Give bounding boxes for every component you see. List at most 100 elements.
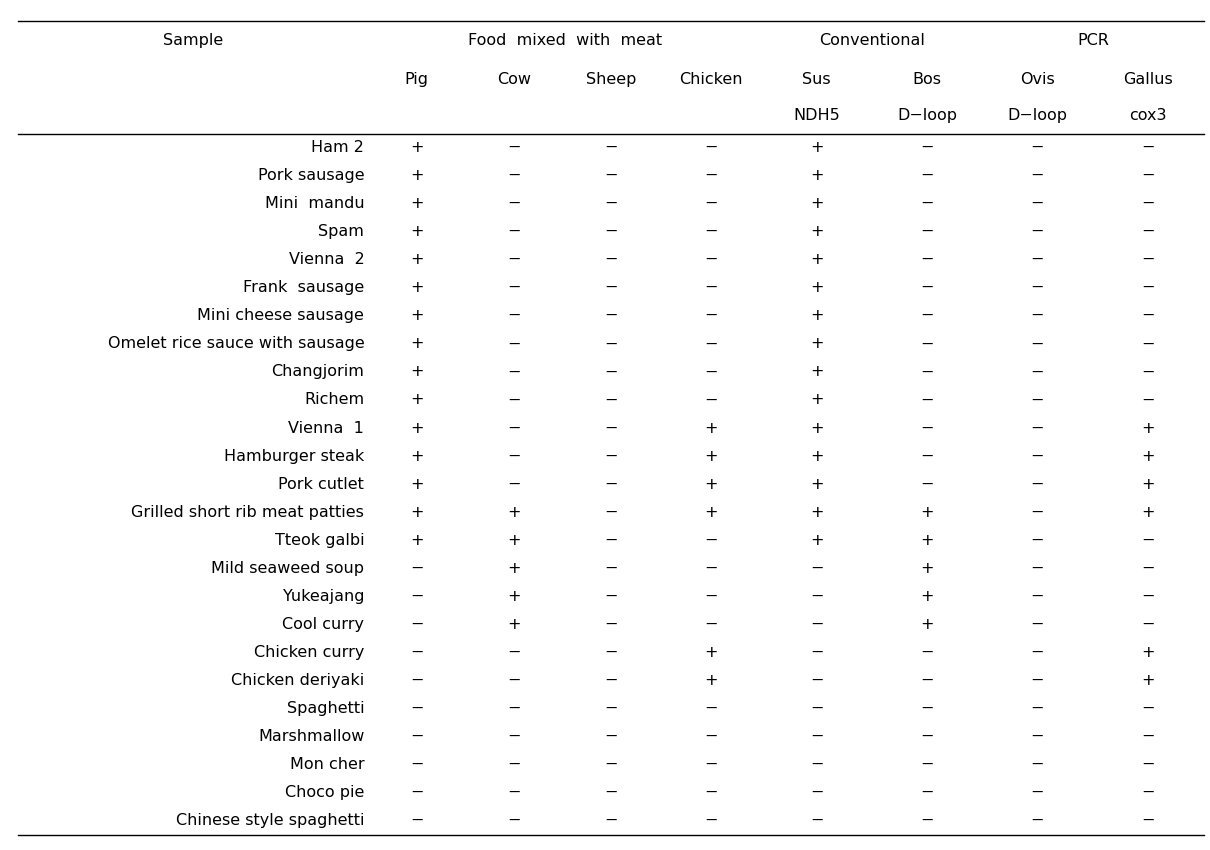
Text: −: − xyxy=(921,645,934,660)
Text: −: − xyxy=(1031,645,1044,660)
Text: −: − xyxy=(921,140,934,155)
Text: −: − xyxy=(604,337,618,351)
Text: +: + xyxy=(410,533,424,547)
Text: +: + xyxy=(410,224,424,239)
Text: −: − xyxy=(1031,337,1044,351)
Text: −: − xyxy=(704,757,718,772)
Text: −: − xyxy=(604,309,618,323)
Text: −: − xyxy=(1031,365,1044,379)
Text: −: − xyxy=(604,561,618,575)
Text: −: − xyxy=(604,673,618,688)
Text: Spaghetti: Spaghetti xyxy=(287,701,364,716)
Text: −: − xyxy=(507,337,520,351)
Text: −: − xyxy=(1141,252,1154,267)
Text: +: + xyxy=(410,309,424,323)
Text: −: − xyxy=(1141,617,1154,632)
Text: −: − xyxy=(921,393,934,407)
Text: −: − xyxy=(604,252,618,267)
Text: +: + xyxy=(410,365,424,379)
Text: −: − xyxy=(1031,224,1044,239)
Text: −: − xyxy=(507,224,520,239)
Text: −: − xyxy=(921,449,934,463)
Text: Sheep: Sheep xyxy=(586,71,636,87)
Text: −: − xyxy=(921,729,934,744)
Text: −: − xyxy=(1141,168,1154,183)
Text: Chicken deriyaki: Chicken deriyaki xyxy=(231,673,364,688)
Text: Conventional: Conventional xyxy=(819,33,924,48)
Text: Food  mixed  with  meat: Food mixed with meat xyxy=(468,33,662,48)
Text: −: − xyxy=(704,533,718,547)
Text: −: − xyxy=(604,729,618,744)
Text: +: + xyxy=(921,617,934,632)
Text: −: − xyxy=(704,224,718,239)
Text: +: + xyxy=(809,449,824,463)
Text: Ovis: Ovis xyxy=(1020,71,1055,87)
Text: +: + xyxy=(704,505,718,519)
Text: +: + xyxy=(507,617,520,632)
Text: +: + xyxy=(410,477,424,491)
Text: −: − xyxy=(811,813,824,828)
Text: −: − xyxy=(507,757,520,772)
Text: −: − xyxy=(1031,309,1044,323)
Text: −: − xyxy=(507,196,520,211)
Text: +: + xyxy=(1141,645,1156,660)
Text: −: − xyxy=(811,673,824,688)
Text: −: − xyxy=(704,196,718,211)
Text: Mild seaweed soup: Mild seaweed soup xyxy=(212,561,364,575)
Text: +: + xyxy=(809,393,824,407)
Text: −: − xyxy=(921,196,934,211)
Text: −: − xyxy=(507,280,520,295)
Text: −: − xyxy=(811,645,824,660)
Text: −: − xyxy=(507,813,520,828)
Text: Vienna  2: Vienna 2 xyxy=(288,252,364,267)
Text: −: − xyxy=(811,589,824,604)
Text: Gallus: Gallus xyxy=(1123,71,1172,87)
Text: +: + xyxy=(507,589,520,604)
Text: +: + xyxy=(809,533,824,547)
Text: Ham 2: Ham 2 xyxy=(311,140,364,155)
Text: −: − xyxy=(704,337,718,351)
Text: Chicken: Chicken xyxy=(679,71,743,87)
Text: −: − xyxy=(921,701,934,716)
Text: −: − xyxy=(507,785,520,800)
Text: −: − xyxy=(604,813,618,828)
Text: −: − xyxy=(811,701,824,716)
Text: +: + xyxy=(809,168,824,183)
Text: −: − xyxy=(704,701,718,716)
Text: +: + xyxy=(507,505,520,519)
Text: Chinese style spaghetti: Chinese style spaghetti xyxy=(175,813,364,828)
Text: −: − xyxy=(1141,224,1154,239)
Text: −: − xyxy=(921,757,934,772)
Text: −: − xyxy=(1141,365,1154,379)
Text: −: − xyxy=(704,309,718,323)
Text: +: + xyxy=(921,533,934,547)
Text: +: + xyxy=(809,309,824,323)
Text: −: − xyxy=(604,617,618,632)
Text: −: − xyxy=(604,785,618,800)
Text: −: − xyxy=(1141,533,1154,547)
Text: −: − xyxy=(507,701,520,716)
Text: −: − xyxy=(1031,561,1044,575)
Text: +: + xyxy=(410,421,424,435)
Text: +: + xyxy=(704,645,718,660)
Text: −: − xyxy=(921,785,934,800)
Text: NDH5: NDH5 xyxy=(794,108,840,123)
Text: −: − xyxy=(1031,393,1044,407)
Text: Sample: Sample xyxy=(163,33,223,48)
Text: Pork sausage: Pork sausage xyxy=(258,168,364,183)
Text: +: + xyxy=(410,393,424,407)
Text: cox3: cox3 xyxy=(1129,108,1166,123)
Text: −: − xyxy=(921,673,934,688)
Text: −: − xyxy=(410,645,424,660)
Text: −: − xyxy=(507,140,520,155)
Text: −: − xyxy=(921,309,934,323)
Text: −: − xyxy=(1141,785,1154,800)
Text: −: − xyxy=(1031,617,1044,632)
Text: −: − xyxy=(1141,337,1154,351)
Text: +: + xyxy=(704,673,718,688)
Text: −: − xyxy=(410,617,424,632)
Text: −: − xyxy=(604,393,618,407)
Text: +: + xyxy=(809,337,824,351)
Text: −: − xyxy=(604,645,618,660)
Text: +: + xyxy=(704,449,718,463)
